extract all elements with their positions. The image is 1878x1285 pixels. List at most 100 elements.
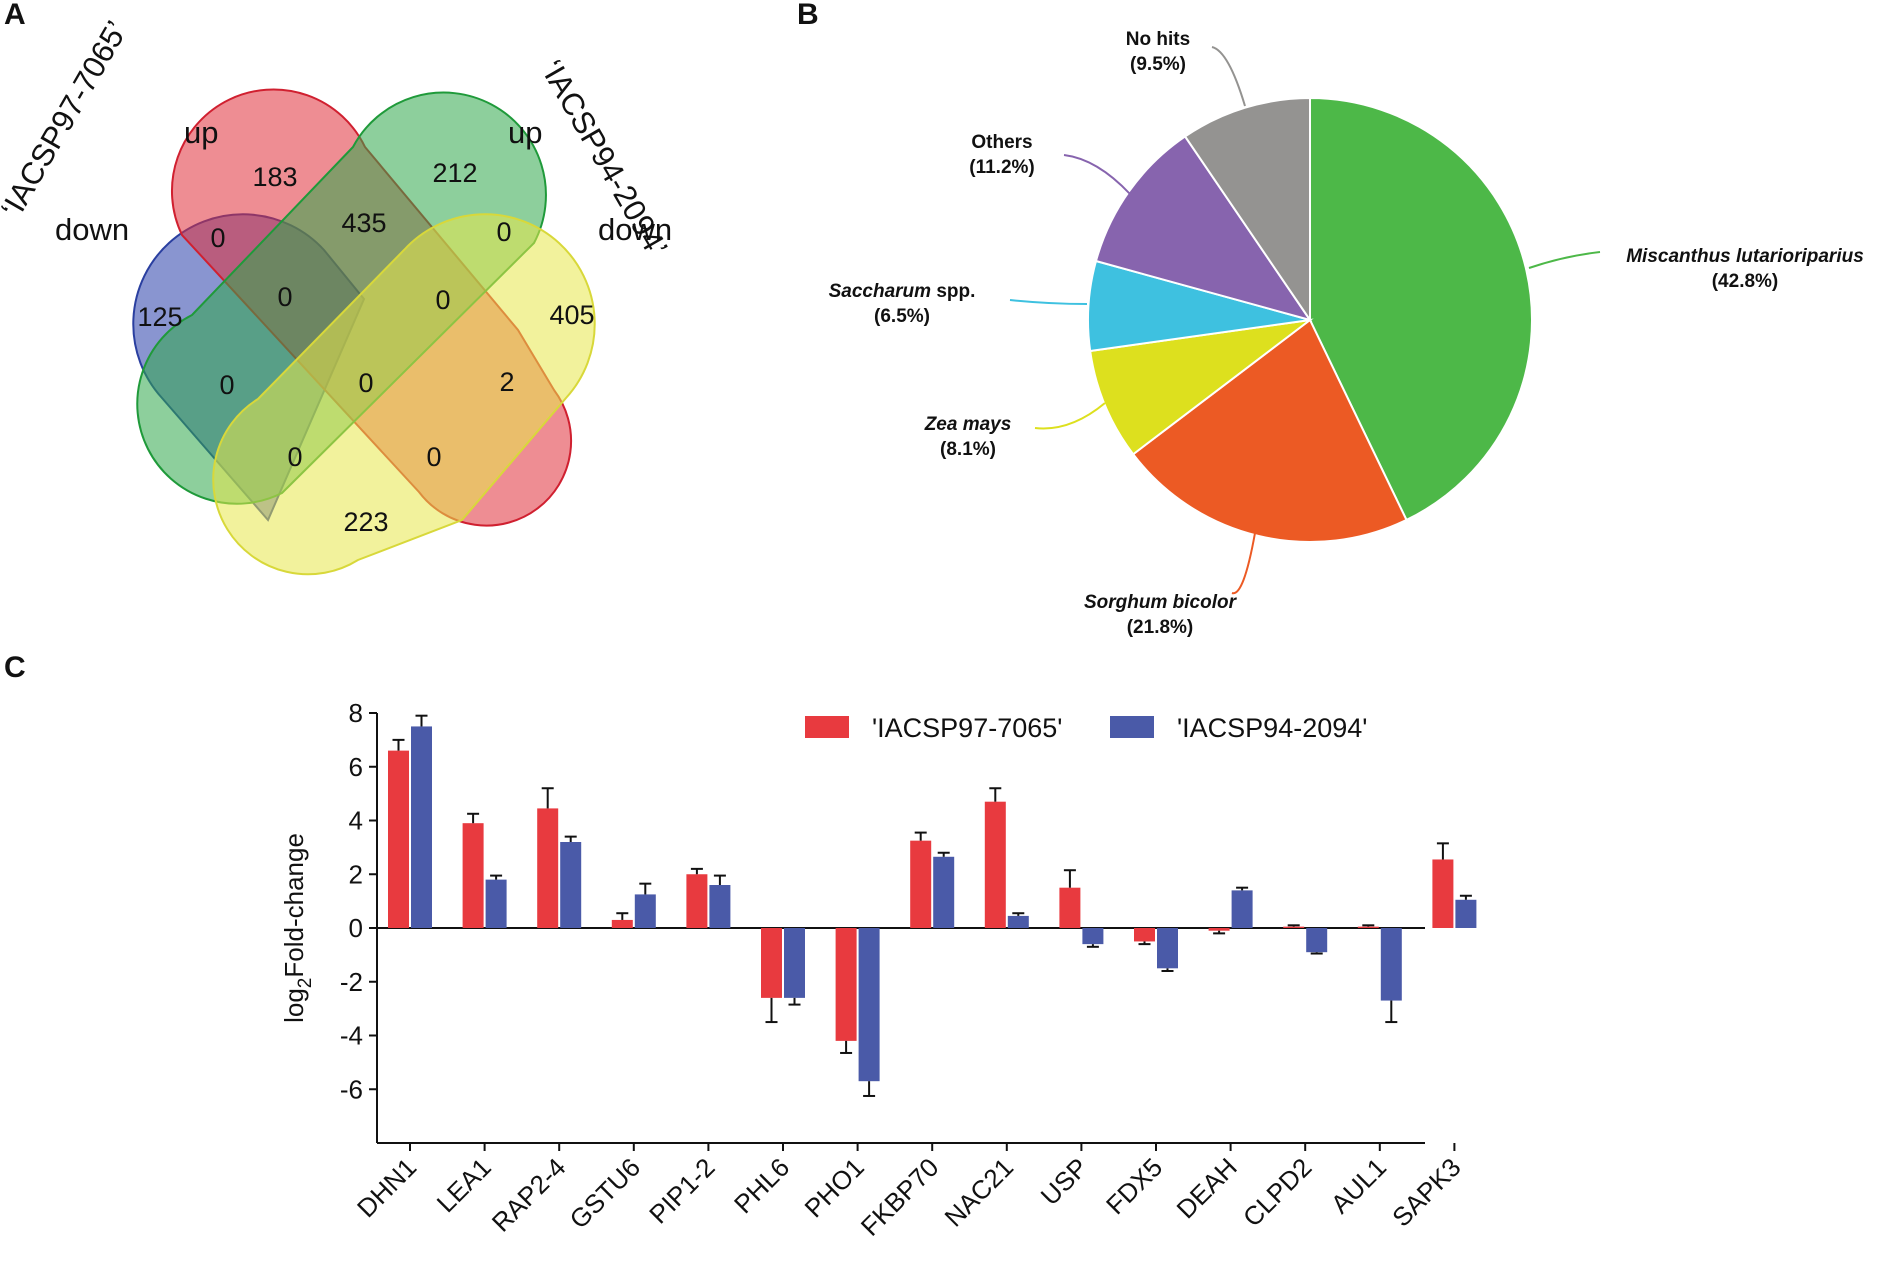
bar [634, 894, 656, 928]
bar [1231, 890, 1253, 928]
y-tick-label: -2 [340, 967, 363, 997]
venn-count: 183 [252, 162, 297, 192]
x-tick-label: PHL6 [728, 1152, 795, 1219]
bar [835, 928, 857, 1041]
venn-count: 0 [426, 442, 441, 472]
bar [1059, 887, 1081, 928]
pie-leader-line [1528, 251, 1601, 269]
y-tick-label: 8 [349, 698, 363, 728]
x-tick-label: SAPK3 [1386, 1152, 1466, 1232]
pie-percent-label: (21.8%) [1127, 617, 1194, 638]
venn-count: 0 [219, 370, 234, 400]
y-tick-label: 0 [349, 913, 363, 943]
panel-label-a: A [4, 0, 26, 31]
pie-slice [1183, 96, 1311, 324]
x-tick-label: PIP1-2 [643, 1152, 720, 1229]
x-tick-label: CLPD2 [1237, 1152, 1317, 1232]
venn-count: 0 [277, 282, 292, 312]
y-tick-label: 6 [349, 752, 363, 782]
pie-label: Saccharum spp. [829, 281, 976, 302]
bar [1455, 899, 1477, 928]
panel-label-c: C [4, 651, 26, 684]
x-tick-label: DEAH [1171, 1152, 1243, 1224]
venn-count: 223 [343, 507, 388, 537]
pie-label: Miscanthus lutarioriparius [1626, 246, 1864, 267]
bar [1380, 928, 1402, 1001]
bar [1157, 928, 1178, 969]
bar [858, 928, 880, 1082]
bar [984, 801, 1006, 928]
bar-chart: 8 6 4 2 0 -2 -4 -6 log2Fold-change DHN1 LEA1RAP2-4… [279, 698, 1477, 1242]
bar [1283, 926, 1305, 928]
x-tick-label: AUL1 [1325, 1152, 1392, 1219]
bar [611, 919, 633, 928]
pie-percent-label: (8.1%) [940, 439, 996, 460]
bar [485, 879, 507, 928]
bar [933, 856, 955, 928]
pie-slice [1089, 318, 1314, 456]
pie-label: Others [971, 132, 1032, 153]
x-tick-label: NAC21 [939, 1152, 1019, 1232]
y-tick-label: -6 [340, 1074, 363, 1104]
venn-count: 2 [499, 367, 514, 397]
y-tick-label: 4 [349, 806, 363, 836]
bar [1007, 915, 1029, 928]
pie-slice [1131, 318, 1408, 543]
venn-set-94-down [212, 213, 596, 576]
pie-leader-line [1034, 402, 1106, 430]
venn-label-down-right: down [598, 212, 672, 247]
legend-label: 'IACSP94-2094' [1177, 713, 1367, 743]
bar [1082, 928, 1104, 945]
panel-label-b: B [797, 0, 819, 31]
venn-diagram: 0 183 435 212 0 125 0 0 405 0 0 2 0 0 22… [0, 15, 675, 576]
venn-label-up-left: up [184, 115, 218, 150]
venn-count: 0 [435, 285, 450, 315]
pie-slice [1309, 96, 1533, 522]
venn-label-down-left: down [55, 212, 129, 247]
x-tick-label: GSTU6 [564, 1152, 647, 1235]
bar [537, 808, 559, 928]
x-tick-label: DHN1 [351, 1152, 422, 1223]
pie-leader-line [1211, 46, 1246, 107]
x-tick-label: FKBP70 [855, 1152, 945, 1242]
pie-leader-line [1009, 299, 1088, 305]
bar [761, 928, 782, 998]
pie-label: Sorghum bicolor [1084, 592, 1238, 613]
legend-swatch [805, 716, 849, 738]
y-axis-label: log2Fold-change [279, 833, 316, 1023]
y-tick-label: 2 [349, 859, 363, 889]
bar [686, 874, 708, 928]
pie-percent-label: (6.5%) [874, 306, 930, 327]
venn-count: 435 [341, 208, 386, 238]
bar [910, 840, 932, 928]
pie-label: No hits [1126, 29, 1190, 50]
x-tick-label: PHO1 [799, 1152, 870, 1223]
y-tick-label: -4 [340, 1021, 363, 1051]
bar [1208, 928, 1230, 931]
bar [388, 750, 409, 928]
pie-chart: Miscanthus lutarioriparius (42.8%) Sorghum… [829, 29, 1864, 638]
venn-label-up-right: up [508, 115, 542, 150]
bar [1306, 928, 1328, 953]
venn-count: 125 [137, 302, 182, 332]
x-tick-label: USP [1035, 1152, 1094, 1211]
legend-label: 'IACSP97-7065' [872, 713, 1062, 743]
bar [709, 885, 731, 928]
bar [1357, 926, 1379, 928]
venn-count: 0 [210, 223, 225, 253]
bar [1134, 928, 1155, 942]
x-tick-label: LEA1 [431, 1152, 497, 1218]
venn-count: 0 [287, 442, 302, 472]
bar [1432, 859, 1454, 928]
pie-label: Zea mays [924, 414, 1012, 435]
bar [411, 726, 432, 928]
pie-percent-label: (42.8%) [1712, 271, 1779, 292]
bar [784, 928, 805, 998]
pie-slice [1094, 135, 1313, 322]
venn-count: 0 [358, 368, 373, 398]
x-tick-label: RAP2-4 [486, 1152, 572, 1238]
venn-count: 405 [549, 300, 594, 330]
venn-group-left: ‘IACSP97-7065’ [0, 15, 134, 224]
venn-count: 0 [496, 217, 511, 247]
